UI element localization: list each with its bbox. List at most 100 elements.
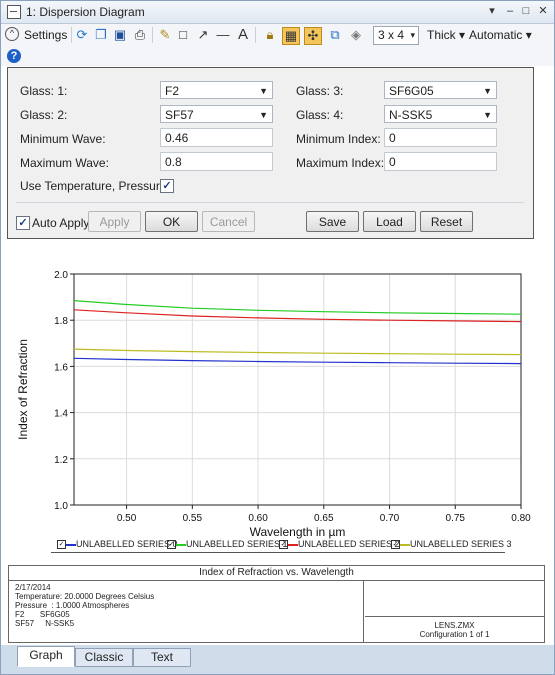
- use-temp-label: Use Temperature, Pressure:: [20, 179, 170, 193]
- chevron-down-icon: ▾: [410, 30, 415, 40]
- info-temperature: Temperature: 20.0000 Degrees Celsius: [15, 592, 155, 601]
- help-icon[interactable]: ?: [7, 49, 21, 63]
- glass4-value: N-SSK5: [389, 108, 433, 122]
- settings-button[interactable]: Settings: [24, 28, 68, 42]
- chevron-up-icon[interactable]: ^: [5, 27, 19, 41]
- info-file-block: LENS.ZMX Configuration 1 of 1: [365, 616, 544, 639]
- window-title: 1: Dispersion Diagram: [26, 5, 145, 19]
- tab-text[interactable]: Text: [133, 648, 191, 667]
- toolbar: ^ Settings ⟳ ❐ ▣ ⎙ ✎ □ ↗ — A 🔒︎ ▦ ✣ ⧉ ◈ …: [1, 24, 554, 46]
- chevron-down-icon: ▼: [259, 86, 268, 96]
- chevron-down-icon: ▼: [483, 86, 492, 96]
- grid-toggle-icon[interactable]: ✣: [304, 27, 322, 45]
- layout-select[interactable]: 3 x 4 ▾: [373, 26, 419, 45]
- tab-graph[interactable]: Graph: [17, 646, 75, 667]
- info-details: 2/17/2014 Temperature: 20.0000 Degrees C…: [9, 580, 364, 642]
- rectangle-icon[interactable]: □: [179, 27, 187, 42]
- layers-icon[interactable]: ◈: [351, 27, 361, 42]
- info-date: 2/17/2014: [15, 583, 51, 592]
- x-tick-label: 0.75: [446, 513, 466, 524]
- save-icon[interactable]: ▣: [113, 27, 127, 42]
- cancel-button[interactable]: Cancel: [202, 211, 255, 232]
- auto-apply-label: Auto Apply: [32, 216, 90, 230]
- pencil-icon[interactable]: ✎: [159, 27, 171, 42]
- minimize-icon[interactable]: –: [506, 5, 514, 17]
- legend-item-series-0: ✓ UNLABELLED SERIES 0: [57, 539, 178, 550]
- layout-select-value: 3 x 4: [378, 28, 405, 42]
- min-index-input[interactable]: 0: [384, 128, 497, 147]
- legend-item-series-1: ✓ UNLABELLED SERIES 1: [167, 539, 288, 550]
- tab-classic[interactable]: Classic: [75, 648, 133, 667]
- dispersion-chart: 0.50 0.55 0.60 0.65 0.70 0.75 0.80 1.0 1.2 1.4 1.6…: [16, 270, 531, 539]
- dropdown-arrow-icon[interactable]: ▾: [489, 5, 495, 17]
- save-button[interactable]: Save: [306, 211, 359, 232]
- reset-button[interactable]: Reset: [420, 211, 473, 232]
- apply-button[interactable]: Apply: [88, 211, 141, 232]
- glass2-select[interactable]: SF57 ▼: [160, 105, 273, 123]
- x-axis-label: Wavelength in µm: [250, 525, 346, 539]
- auto-apply-checkbox[interactable]: ✓: [16, 216, 30, 230]
- glass2-label: Glass: 2:: [20, 108, 68, 122]
- y-tick-label: 1.8: [54, 316, 68, 327]
- text-tool-icon[interactable]: A: [237, 26, 248, 43]
- glass4-select[interactable]: N-SSK5 ▼: [384, 105, 497, 123]
- window-icon: [7, 5, 21, 19]
- ok-button[interactable]: OK: [145, 211, 198, 232]
- max-wave-input[interactable]: 0.8: [160, 152, 273, 171]
- tab-bar: Graph Classic Text: [1, 645, 554, 674]
- print-icon[interactable]: ⎙: [134, 27, 146, 42]
- x-tick-label: 0.65: [314, 513, 334, 524]
- x-tick-label: 0.80: [511, 513, 531, 524]
- min-wave-label: Minimum Wave:: [20, 132, 106, 146]
- line-thickness-menu[interactable]: Thick ▾: [427, 28, 466, 42]
- chart-legend: ✓ UNLABELLED SERIES 0 ✓ UNLABELLED SERIES …: [7, 537, 547, 553]
- maximize-icon[interactable]: □: [522, 5, 530, 17]
- arrow-icon[interactable]: ↗: [197, 27, 209, 42]
- scale-menu[interactable]: Automatic ▾: [469, 28, 532, 42]
- glass2-value: SF57: [165, 108, 194, 122]
- glass1-label: Glass: 1:: [20, 84, 68, 98]
- lock-grid-icon[interactable]: ▦: [282, 27, 300, 45]
- series-line-3: [73, 348, 522, 356]
- info-pressure: Pressure : 1.0000 Atmospheres: [15, 601, 130, 610]
- refresh-icon[interactable]: ⟳: [76, 27, 88, 42]
- series-line-1: [73, 300, 522, 315]
- series-line-2: [73, 309, 522, 323]
- line-icon[interactable]: —: [216, 27, 230, 42]
- close-icon[interactable]: ✕: [538, 5, 548, 17]
- windows-icon[interactable]: ⧉: [330, 27, 340, 42]
- load-button[interactable]: Load: [363, 211, 416, 232]
- y-tick-label: 1.4: [54, 409, 68, 420]
- x-tick-label: 0.60: [248, 513, 268, 524]
- legend-label: UNLABELLED SERIES 1: [186, 539, 288, 549]
- y-tick-label: 1.6: [54, 362, 68, 373]
- info-title: Index of Refraction vs. Wavelength: [9, 566, 544, 581]
- info-configuration: Configuration 1 of 1: [419, 630, 490, 639]
- toolbar-separator: [152, 27, 153, 43]
- info-file-name: LENS.ZMX: [434, 621, 475, 630]
- copy-icon[interactable]: ❐: [95, 27, 107, 42]
- info-box: Index of Refraction vs. Wavelength 2/17/…: [8, 565, 545, 643]
- legend-check-icon: ✓: [279, 540, 288, 550]
- legend-frame: ✓ UNLABELLED SERIES 0 ✓ UNLABELLED SERIES …: [51, 537, 512, 553]
- max-index-input[interactable]: 0: [384, 152, 497, 171]
- lock-icon[interactable]: 🔒︎: [266, 27, 274, 42]
- min-wave-input[interactable]: 0.46: [160, 128, 273, 147]
- glass1-value: F2: [165, 84, 180, 98]
- use-temp-checkbox[interactable]: ✓: [160, 179, 174, 193]
- y-axis-label: Index of Refraction: [16, 339, 30, 440]
- glass3-select[interactable]: SF6G05 ▼: [384, 81, 497, 99]
- divider: [16, 202, 524, 203]
- legend-label: UNLABELLED SERIES 0: [76, 539, 178, 549]
- glass4-label: Glass: 4:: [296, 108, 344, 122]
- x-tick-label: 0.55: [183, 513, 203, 524]
- max-index-label: Maximum Index:: [296, 156, 385, 170]
- legend-swatch: [66, 543, 76, 546]
- chevron-down-icon: ▼: [259, 110, 268, 120]
- glass1-select[interactable]: F2 ▼: [160, 81, 273, 99]
- glass3-label: Glass: 3:: [296, 84, 344, 98]
- y-tick-label: 1.0: [54, 501, 68, 512]
- x-tick-label: 0.70: [380, 513, 400, 524]
- toolbar-separator: [71, 27, 72, 43]
